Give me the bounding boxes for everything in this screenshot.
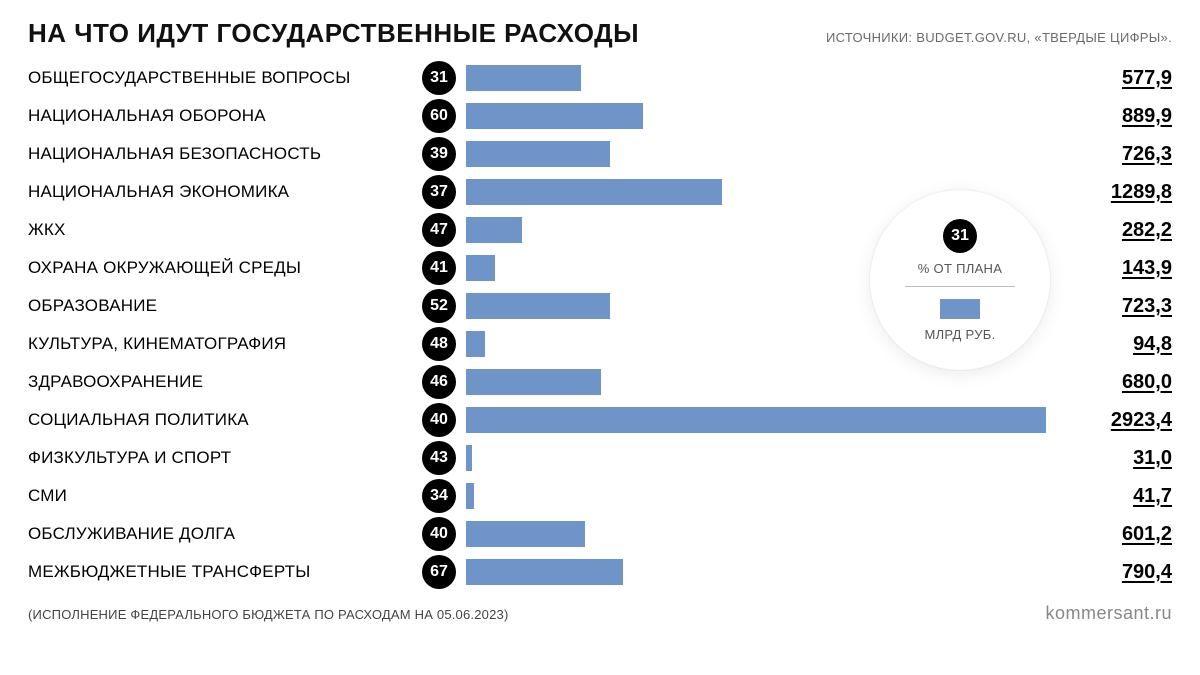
category-label: ЖКХ xyxy=(28,220,418,240)
pct-badge: 67 xyxy=(422,555,456,589)
category-label: КУЛЬТУРА, КИНЕМАТОГРАФИЯ xyxy=(28,334,418,354)
bar-track xyxy=(466,521,1052,547)
chart-row: СОЦИАЛЬНАЯ ПОЛИТИКА40 2923,4 xyxy=(28,401,1172,439)
pct-badge: 40 xyxy=(422,517,456,551)
category-label: НАЦИОНАЛЬНАЯ ЭКОНОМИКА xyxy=(28,182,418,202)
bar xyxy=(466,255,495,281)
value-label: 577,9 xyxy=(1052,67,1172,90)
value-label: 790,4 xyxy=(1052,561,1172,584)
category-label: ОБЩЕГОСУДАРСТВЕННЫЕ ВОПРОСЫ xyxy=(28,68,418,88)
page-title: НА ЧТО ИДУТ ГОСУДАРСТВЕННЫЕ РАСХОДЫ xyxy=(28,18,639,49)
bar-track xyxy=(466,483,1052,509)
value-label: 723,3 xyxy=(1052,295,1172,318)
bar xyxy=(466,483,474,509)
bar-track xyxy=(466,369,1052,395)
bar xyxy=(466,65,581,91)
bar xyxy=(466,559,623,585)
value-label: 726,3 xyxy=(1052,143,1172,166)
value-label: 1289,8 xyxy=(1052,181,1172,204)
bar-track xyxy=(466,407,1052,433)
category-label: МЕЖБЮДЖЕТНЫЕ ТРАНСФЕРТЫ xyxy=(28,562,418,582)
value-label: 2923,4 xyxy=(1052,409,1172,432)
chart-row: НАЦИОНАЛЬНАЯ ОБОРОНА60 889,9 xyxy=(28,97,1172,135)
category-label: ЗДРАВООХРАНЕНИЕ xyxy=(28,372,418,392)
category-label: ОБРАЗОВАНИЕ xyxy=(28,296,418,316)
chart-row: НАЦИОНАЛЬНАЯ БЕЗОПАСНОСТЬ39 726,3 xyxy=(28,135,1172,173)
pct-badge: 43 xyxy=(422,441,456,475)
value-label: 143,9 xyxy=(1052,257,1172,280)
chart-row: МЕЖБЮДЖЕТНЫЕ ТРАНСФЕРТЫ67 790,4 xyxy=(28,553,1172,591)
bar xyxy=(466,369,601,395)
bar xyxy=(466,103,643,129)
legend-callout: 31 % ОТ ПЛАНА МЛРД РУБ. xyxy=(870,190,1050,370)
pct-badge: 47 xyxy=(422,213,456,247)
pct-badge: 39 xyxy=(422,137,456,171)
value-label: 889,9 xyxy=(1052,105,1172,128)
bar xyxy=(466,141,610,167)
category-label: ОХРАНА ОКРУЖАЮЩЕЙ СРЕДЫ xyxy=(28,258,418,278)
chart-row: СМИ34 41,7 xyxy=(28,477,1172,515)
pct-badge: 40 xyxy=(422,403,456,437)
pct-badge: 52 xyxy=(422,289,456,323)
chart-row: ФИЗКУЛЬТУРА И СПОРТ43 31,0 xyxy=(28,439,1172,477)
chart-row: ОБЩЕГОСУДАРСТВЕННЫЕ ВОПРОСЫ31 577,9 xyxy=(28,59,1172,97)
category-label: НАЦИОНАЛЬНАЯ БЕЗОПАСНОСТЬ xyxy=(28,144,418,164)
bar xyxy=(466,521,585,547)
footer: (ИСПОЛНЕНИЕ ФЕДЕРАЛЬНОГО БЮДЖЕТА ПО РАСХ… xyxy=(28,603,1172,624)
sources-text: ИСТОЧНИКИ: BUDGET.GOV.RU, «ТВЕРДЫЕ ЦИФРЫ… xyxy=(826,30,1172,45)
pct-badge: 34 xyxy=(422,479,456,513)
value-label: 31,0 xyxy=(1052,447,1172,470)
legend-pct-label: % ОТ ПЛАНА xyxy=(918,261,1002,276)
header: НА ЧТО ИДУТ ГОСУДАРСТВЕННЫЕ РАСХОДЫ ИСТО… xyxy=(28,18,1172,49)
chart-row: ЗДРАВООХРАНЕНИЕ46 680,0 xyxy=(28,363,1172,401)
legend-units-label: МЛРД РУБ. xyxy=(924,327,995,342)
legend-divider xyxy=(905,286,1015,287)
brand-label: kommersant.ru xyxy=(1045,603,1172,624)
value-label: 601,2 xyxy=(1052,523,1172,546)
bar xyxy=(466,293,610,319)
chart-row: ОБСЛУЖИВАНИЕ ДОЛГА40 601,2 xyxy=(28,515,1172,553)
category-label: НАЦИОНАЛЬНАЯ ОБОРОНА xyxy=(28,106,418,126)
footnote: (ИСПОЛНЕНИЕ ФЕДЕРАЛЬНОГО БЮДЖЕТА ПО РАСХ… xyxy=(28,607,508,622)
pct-badge: 60 xyxy=(422,99,456,133)
bar-track xyxy=(466,65,1052,91)
bar-track xyxy=(466,141,1052,167)
category-label: ОБСЛУЖИВАНИЕ ДОЛГА xyxy=(28,524,418,544)
category-label: СОЦИАЛЬНАЯ ПОЛИТИКА xyxy=(28,410,418,430)
pct-badge: 41 xyxy=(422,251,456,285)
pct-badge: 37 xyxy=(422,175,456,209)
bar xyxy=(466,407,1046,433)
legend-badge-icon: 31 xyxy=(943,219,977,253)
bar xyxy=(466,217,522,243)
value-label: 41,7 xyxy=(1052,485,1172,508)
value-label: 680,0 xyxy=(1052,371,1172,394)
pct-badge: 31 xyxy=(422,61,456,95)
bar-track xyxy=(466,559,1052,585)
pct-badge: 48 xyxy=(422,327,456,361)
bar-track xyxy=(466,103,1052,129)
bar xyxy=(466,445,472,471)
value-label: 282,2 xyxy=(1052,219,1172,242)
category-label: ФИЗКУЛЬТУРА И СПОРТ xyxy=(28,448,418,468)
pct-badge: 46 xyxy=(422,365,456,399)
legend-swatch xyxy=(940,299,980,319)
bar-track xyxy=(466,445,1052,471)
category-label: СМИ xyxy=(28,486,418,506)
bar xyxy=(466,331,485,357)
value-label: 94,8 xyxy=(1052,333,1172,356)
bar xyxy=(466,179,722,205)
